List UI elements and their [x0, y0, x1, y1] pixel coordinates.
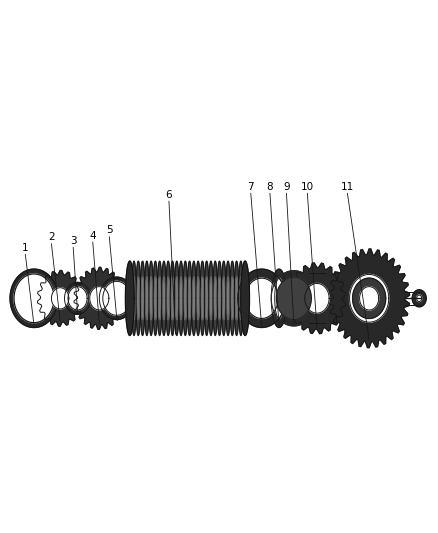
Polygon shape: [226, 277, 230, 319]
Polygon shape: [140, 261, 145, 335]
Polygon shape: [230, 261, 235, 335]
Polygon shape: [145, 261, 149, 335]
Polygon shape: [64, 282, 91, 314]
Polygon shape: [201, 277, 204, 319]
Polygon shape: [170, 261, 175, 335]
Text: 2: 2: [48, 232, 55, 243]
Polygon shape: [240, 277, 242, 319]
Polygon shape: [238, 269, 286, 327]
Polygon shape: [205, 261, 209, 335]
Polygon shape: [412, 290, 426, 307]
Polygon shape: [350, 274, 389, 322]
Polygon shape: [141, 277, 144, 319]
Polygon shape: [103, 281, 131, 316]
Polygon shape: [226, 261, 230, 335]
Polygon shape: [360, 287, 379, 310]
Polygon shape: [153, 261, 158, 335]
Polygon shape: [208, 261, 213, 335]
Polygon shape: [137, 277, 140, 319]
Polygon shape: [99, 277, 134, 319]
Polygon shape: [10, 269, 58, 327]
Polygon shape: [125, 261, 134, 335]
Polygon shape: [180, 277, 183, 319]
Polygon shape: [175, 277, 178, 319]
Polygon shape: [271, 271, 317, 326]
Polygon shape: [187, 261, 192, 335]
Text: 11: 11: [341, 182, 354, 192]
Text: 7: 7: [247, 182, 254, 192]
Polygon shape: [205, 277, 208, 319]
Polygon shape: [271, 269, 287, 327]
Polygon shape: [281, 282, 307, 314]
Polygon shape: [51, 288, 69, 309]
Polygon shape: [417, 295, 422, 302]
Polygon shape: [192, 277, 195, 319]
Polygon shape: [353, 278, 386, 318]
Polygon shape: [150, 277, 152, 319]
Polygon shape: [245, 278, 278, 318]
Polygon shape: [217, 261, 222, 335]
Polygon shape: [162, 261, 166, 335]
Polygon shape: [158, 277, 161, 319]
Polygon shape: [200, 261, 205, 335]
Polygon shape: [197, 277, 200, 319]
Polygon shape: [183, 261, 187, 335]
Polygon shape: [145, 277, 148, 319]
Text: 6: 6: [166, 190, 172, 200]
Text: 1: 1: [22, 243, 28, 253]
Polygon shape: [239, 261, 243, 335]
Polygon shape: [235, 277, 238, 319]
Text: 4: 4: [89, 231, 96, 241]
Polygon shape: [14, 274, 54, 322]
Polygon shape: [127, 261, 132, 335]
Polygon shape: [157, 261, 162, 335]
Polygon shape: [191, 261, 196, 335]
Polygon shape: [223, 277, 225, 319]
Polygon shape: [196, 261, 201, 335]
Polygon shape: [243, 261, 247, 335]
Polygon shape: [188, 277, 191, 319]
Polygon shape: [218, 277, 221, 319]
Text: 9: 9: [283, 182, 290, 192]
Polygon shape: [166, 261, 170, 335]
Text: 3: 3: [70, 236, 77, 246]
Polygon shape: [136, 261, 141, 335]
Polygon shape: [209, 277, 212, 319]
Polygon shape: [68, 287, 87, 310]
Text: 10: 10: [301, 182, 314, 192]
Polygon shape: [234, 261, 239, 335]
Polygon shape: [171, 277, 174, 319]
Polygon shape: [184, 277, 187, 319]
Polygon shape: [174, 261, 179, 335]
Polygon shape: [132, 261, 136, 335]
Text: 8: 8: [267, 182, 273, 192]
Polygon shape: [222, 261, 226, 335]
Polygon shape: [276, 277, 311, 319]
Polygon shape: [179, 261, 184, 335]
Polygon shape: [214, 277, 217, 319]
Polygon shape: [241, 261, 250, 335]
Polygon shape: [275, 278, 283, 318]
Polygon shape: [162, 277, 166, 319]
Polygon shape: [231, 277, 234, 319]
Polygon shape: [328, 249, 410, 348]
Polygon shape: [213, 261, 218, 335]
Polygon shape: [244, 277, 247, 319]
Polygon shape: [37, 270, 83, 326]
Polygon shape: [133, 277, 135, 319]
Polygon shape: [154, 277, 157, 319]
Polygon shape: [149, 261, 153, 335]
Polygon shape: [288, 263, 346, 334]
Polygon shape: [305, 284, 329, 313]
Polygon shape: [90, 287, 109, 310]
Polygon shape: [167, 277, 170, 319]
Polygon shape: [74, 268, 125, 329]
Text: 5: 5: [106, 225, 113, 236]
Polygon shape: [128, 277, 131, 319]
